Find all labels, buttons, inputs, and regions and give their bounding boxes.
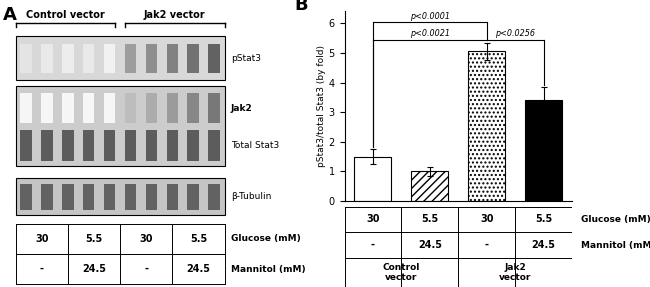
Bar — [41, 184, 53, 210]
Bar — [20, 44, 32, 73]
Text: Control vector: Control vector — [26, 10, 105, 20]
Text: -: - — [371, 240, 375, 250]
Text: -: - — [485, 240, 489, 250]
Text: B: B — [294, 0, 308, 14]
Bar — [16, 178, 225, 215]
Bar — [187, 130, 199, 161]
Text: 24.5: 24.5 — [82, 264, 106, 274]
Bar — [209, 44, 220, 73]
Bar — [166, 44, 178, 73]
Bar — [104, 184, 115, 210]
Text: Total Stat3: Total Stat3 — [231, 141, 279, 150]
Text: -: - — [40, 264, 44, 274]
Bar — [41, 44, 53, 73]
Bar — [209, 184, 220, 210]
Text: Glucose (mM): Glucose (mM) — [580, 215, 650, 224]
Bar — [62, 44, 73, 73]
Text: β-Tubulin: β-Tubulin — [231, 192, 271, 201]
Bar — [16, 86, 225, 166]
Text: A: A — [3, 6, 17, 24]
Text: Mannitol (mM): Mannitol (mM) — [580, 241, 650, 250]
Text: 5.5: 5.5 — [421, 214, 439, 224]
Bar — [354, 156, 391, 201]
Bar — [20, 130, 32, 161]
Bar — [187, 44, 199, 73]
Bar — [166, 93, 178, 123]
Bar — [187, 184, 199, 210]
Bar — [62, 130, 73, 161]
Bar — [62, 93, 73, 123]
Bar — [146, 44, 157, 73]
Text: 5.5: 5.5 — [85, 234, 103, 244]
Bar — [525, 100, 562, 201]
Text: p<0.0001: p<0.0001 — [410, 12, 450, 21]
Bar — [125, 130, 136, 161]
Text: 24.5: 24.5 — [532, 240, 556, 250]
Bar — [83, 184, 94, 210]
Text: -: - — [144, 264, 148, 274]
Bar — [104, 130, 115, 161]
Bar — [41, 93, 53, 123]
Text: 5.5: 5.5 — [190, 234, 207, 244]
Text: 24.5: 24.5 — [187, 264, 211, 274]
Bar — [166, 184, 178, 210]
Text: 5.5: 5.5 — [535, 214, 552, 224]
Bar — [209, 93, 220, 123]
Bar — [411, 171, 448, 201]
Text: pStat3: pStat3 — [231, 54, 261, 63]
Bar — [468, 51, 505, 201]
Bar — [83, 130, 94, 161]
Bar — [125, 184, 136, 210]
Text: 30: 30 — [35, 234, 49, 244]
Bar — [20, 93, 32, 123]
Text: p<0.0021: p<0.0021 — [410, 29, 450, 38]
Text: Mannitol (mM): Mannitol (mM) — [231, 265, 306, 274]
Bar — [125, 93, 136, 123]
Bar — [187, 93, 199, 123]
Text: p<0.0256: p<0.0256 — [495, 29, 535, 38]
Text: 30: 30 — [480, 214, 493, 224]
Text: 24.5: 24.5 — [418, 240, 442, 250]
Bar — [104, 93, 115, 123]
Text: Jak2 vector: Jak2 vector — [144, 10, 205, 20]
Bar — [125, 44, 136, 73]
Bar — [20, 184, 32, 210]
Text: 30: 30 — [366, 214, 380, 224]
Text: Jak2: Jak2 — [231, 104, 253, 113]
Bar — [104, 44, 115, 73]
Bar — [146, 130, 157, 161]
Bar — [146, 184, 157, 210]
Text: 30: 30 — [140, 234, 153, 244]
Bar — [62, 184, 73, 210]
Bar — [16, 36, 225, 80]
Y-axis label: pStat3/total Stat3 (by fold): pStat3/total Stat3 (by fold) — [317, 45, 326, 167]
Bar — [83, 44, 94, 73]
Bar — [146, 93, 157, 123]
Text: Jak2
vector: Jak2 vector — [499, 263, 531, 282]
Text: Control
vector: Control vector — [383, 263, 420, 282]
Bar — [166, 130, 178, 161]
Bar — [83, 93, 94, 123]
Bar — [41, 130, 53, 161]
Bar — [209, 130, 220, 161]
Text: Glucose (mM): Glucose (mM) — [231, 234, 301, 243]
